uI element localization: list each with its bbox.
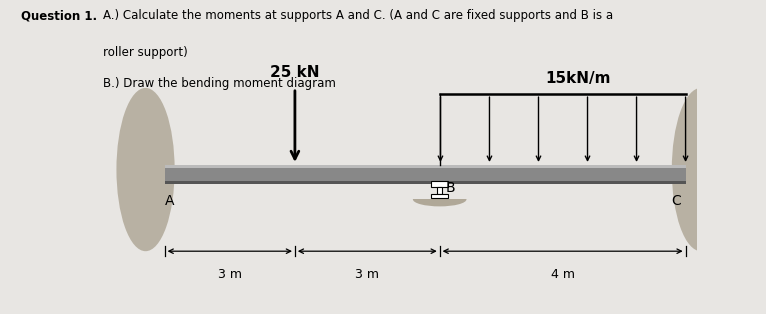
Bar (431, 194, 448, 198)
Ellipse shape (116, 88, 175, 251)
Ellipse shape (672, 88, 730, 251)
Bar (0, 72, 115, 267)
Bar (697, 72, 766, 267)
Text: C: C (672, 194, 681, 208)
Text: 4 m: 4 m (551, 268, 574, 281)
Text: 25 kN: 25 kN (270, 65, 319, 80)
Text: 15kN/m: 15kN/m (545, 71, 611, 86)
Ellipse shape (413, 192, 466, 206)
Bar (165, 165, 686, 168)
Bar (165, 181, 686, 184)
Text: roller support): roller support) (103, 46, 188, 58)
Text: B.) Draw the bending moment diagram: B.) Draw the bending moment diagram (103, 77, 336, 90)
Text: A.) Calculate the moments at supports A and C. (A and C are fixed supports and B: A.) Calculate the moments at supports A … (103, 9, 614, 22)
Bar (437, 187, 442, 194)
Text: Question 1.: Question 1. (21, 9, 97, 22)
Text: A: A (165, 194, 175, 208)
Text: 3 m: 3 m (355, 268, 379, 281)
Text: B: B (446, 181, 455, 195)
Bar (409, 187, 470, 199)
Text: 3 m: 3 m (218, 268, 242, 281)
Bar (165, 165, 686, 184)
Bar (431, 181, 448, 187)
